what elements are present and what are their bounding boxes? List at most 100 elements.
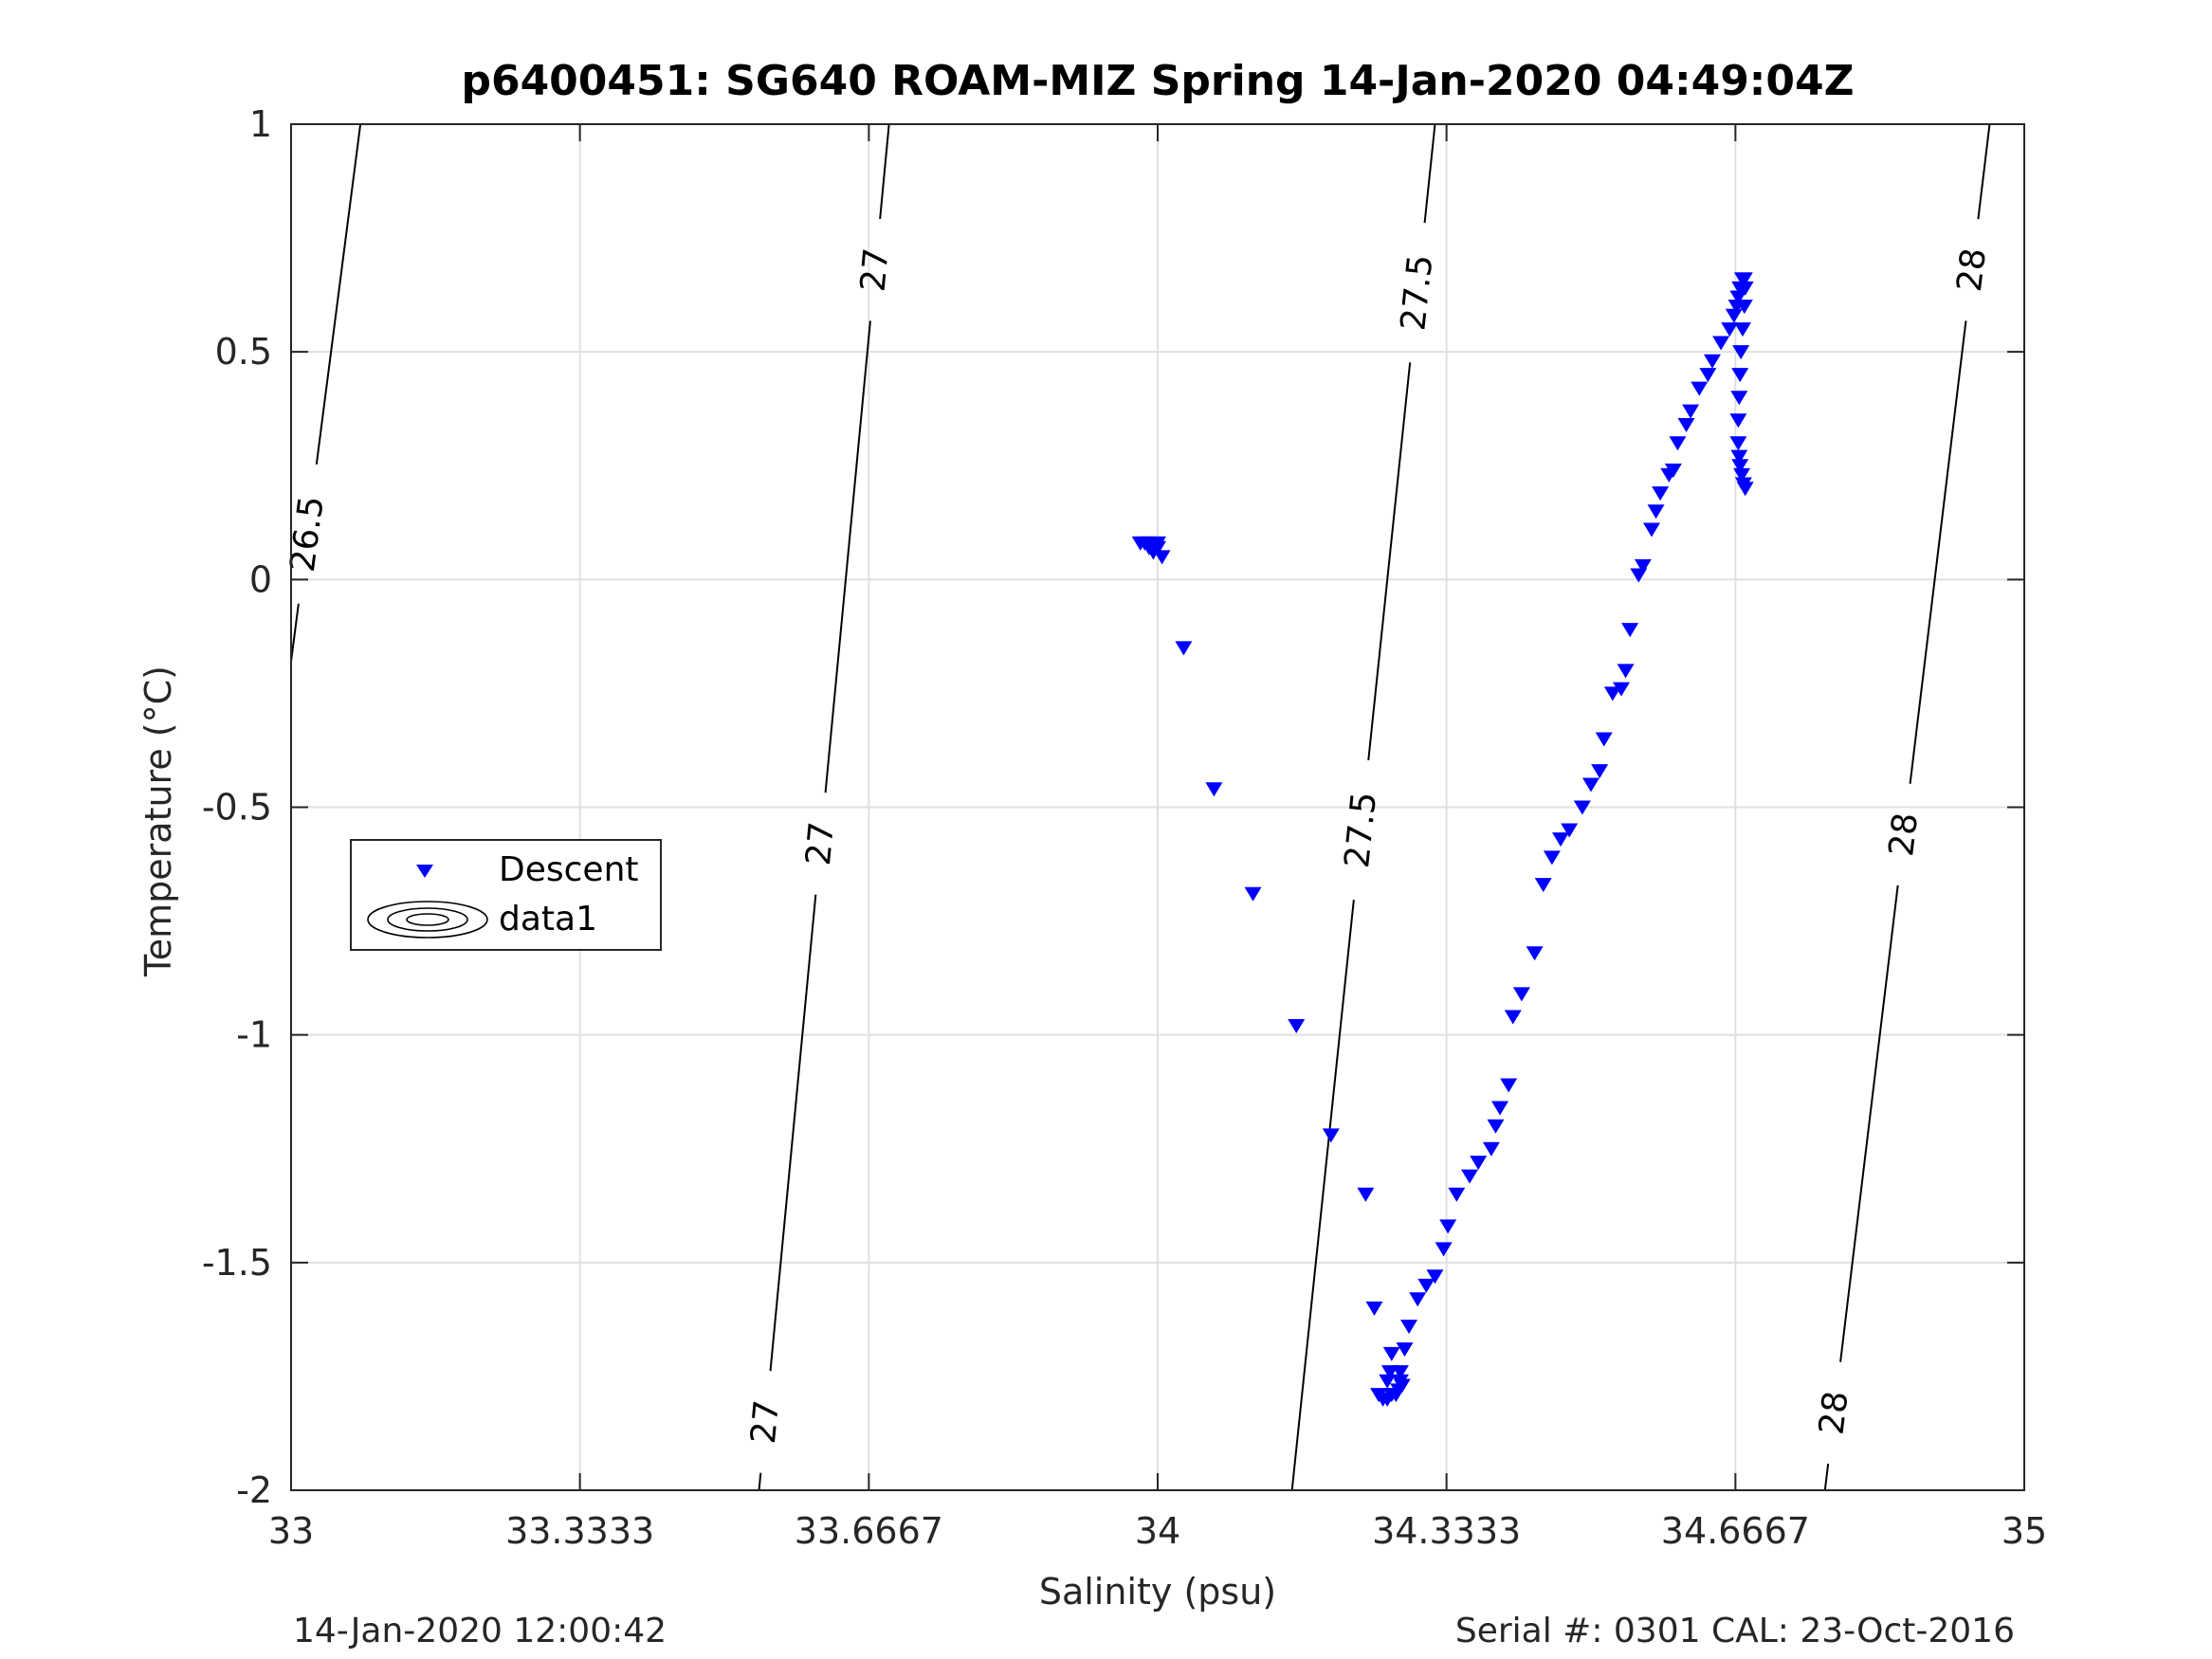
contour-line xyxy=(315,123,362,465)
contour-label: 28 xyxy=(1950,246,1994,294)
descent-point xyxy=(1552,832,1570,848)
descent-point xyxy=(1729,290,1747,305)
contour-label: 27.5 xyxy=(1394,253,1440,333)
descent-point xyxy=(1642,522,1660,538)
descent-point xyxy=(1617,664,1635,679)
legend: Descent data1 xyxy=(350,839,662,951)
descent-point xyxy=(1699,368,1717,383)
descent-point xyxy=(1725,308,1743,323)
y-tick-label: -2 xyxy=(236,1469,272,1511)
descent-point xyxy=(1543,850,1561,866)
contour-line xyxy=(1367,362,1412,761)
descent-point xyxy=(1205,782,1223,797)
descent-point xyxy=(1703,354,1721,369)
y-tick-label: -0.5 xyxy=(202,787,272,829)
descent-point xyxy=(1482,1141,1500,1157)
descent-point xyxy=(1244,886,1262,902)
descent-point xyxy=(1582,777,1600,793)
descent-point xyxy=(1426,1269,1444,1285)
descent-point xyxy=(1736,281,1754,296)
descent-point xyxy=(1561,823,1579,838)
x-tick-label: 34.3333 xyxy=(1372,1510,1521,1552)
descent-point xyxy=(1729,436,1747,451)
descent-point xyxy=(1439,1219,1457,1234)
y-axis-label: Temperature (°C) xyxy=(137,665,179,977)
legend-data1-label: data1 xyxy=(499,900,597,939)
descent-point xyxy=(1435,1242,1453,1257)
descent-point xyxy=(1379,1374,1397,1389)
y-tick-label: 0 xyxy=(249,558,272,600)
descent-point xyxy=(1391,1374,1409,1389)
contour-line xyxy=(1839,884,1899,1362)
x-tick-label: 33.6667 xyxy=(795,1510,943,1552)
descent-point xyxy=(1634,558,1652,574)
descent-point xyxy=(1288,1019,1306,1034)
descent-point xyxy=(1729,413,1747,428)
descent-point xyxy=(1733,322,1751,337)
descent-point xyxy=(1730,391,1748,406)
y-tick-label: 0.5 xyxy=(215,331,272,373)
descent-point xyxy=(1652,486,1670,501)
x-tick-label: 34.6667 xyxy=(1661,1510,1810,1552)
descent-point xyxy=(1736,482,1754,497)
descent-point xyxy=(1682,404,1700,419)
descent-point xyxy=(1603,686,1621,702)
descent-point xyxy=(1595,732,1613,747)
descent-point xyxy=(1382,1346,1400,1361)
descent-point xyxy=(1731,368,1749,383)
contour-line xyxy=(290,603,300,662)
x-tick-label: 33.3333 xyxy=(505,1510,654,1552)
descent-point xyxy=(1461,1169,1479,1184)
descent-point xyxy=(1677,418,1695,433)
descent-point xyxy=(1735,272,1753,287)
legend-contour-icon xyxy=(367,901,488,939)
y-tick-label: 1 xyxy=(249,103,272,145)
descent-point xyxy=(1409,1292,1427,1307)
descent-point xyxy=(1365,1301,1383,1316)
descent-point xyxy=(1721,322,1739,337)
contour-label: 27 xyxy=(853,246,896,293)
x-tick-label: 34 xyxy=(1135,1510,1180,1552)
descent-point xyxy=(1396,1342,1414,1358)
descent-point xyxy=(1712,336,1730,351)
descent-point xyxy=(1380,1365,1398,1380)
footer-serial-cal: Serial #: 0301 CAL: 23-Oct-2016 xyxy=(1454,1612,2015,1650)
descent-point xyxy=(1400,1320,1418,1335)
contour-label: 27 xyxy=(744,1398,787,1445)
x-tick-label: 35 xyxy=(2002,1510,2047,1552)
grid-lines xyxy=(290,123,2025,1491)
descent-point xyxy=(1448,1187,1466,1202)
descent-point xyxy=(1470,1156,1488,1171)
y-tick-label: -1 xyxy=(236,1014,272,1056)
contour-line xyxy=(879,123,890,220)
contour-line xyxy=(824,320,871,793)
descent-point xyxy=(1512,987,1530,1002)
footer-timestamp: 14-Jan-2020 12:00:42 xyxy=(293,1612,667,1650)
contour-label: 28 xyxy=(1882,811,1926,858)
descent-point xyxy=(1357,1187,1375,1202)
descent-point xyxy=(1491,1101,1509,1116)
contour-line xyxy=(1909,320,1967,784)
contour-line xyxy=(1823,1463,1830,1491)
descent-point xyxy=(1735,300,1753,315)
descent-point xyxy=(1487,1119,1505,1134)
contour-line xyxy=(1977,123,1991,220)
contour-line xyxy=(1423,123,1436,224)
descent-point xyxy=(1731,459,1749,474)
descent-point xyxy=(1526,946,1544,961)
descent-point xyxy=(1500,1078,1518,1093)
y-tick-label: -1.5 xyxy=(202,1242,272,1284)
legend-descent-label: Descent xyxy=(499,850,639,889)
descent-point xyxy=(1664,464,1682,479)
descent-point xyxy=(1732,345,1750,360)
descent-point xyxy=(1417,1278,1435,1293)
descent-point xyxy=(1573,800,1591,815)
legend-descent-marker xyxy=(416,865,433,878)
descent-point xyxy=(1534,878,1552,893)
axes: 33 33.3333 33.6667 34 34.3333 34.6667 35 -2 -1.5… xyxy=(202,103,2047,1552)
descent-series xyxy=(1131,272,1754,1407)
descent-point xyxy=(1621,623,1639,638)
descent-point xyxy=(1149,536,1166,551)
